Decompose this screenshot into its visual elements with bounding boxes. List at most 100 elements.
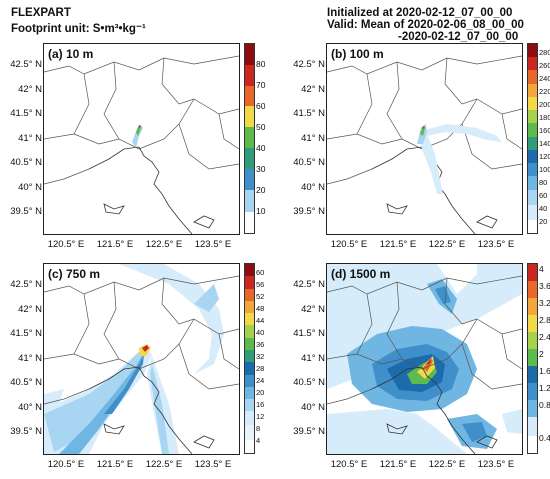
b-ylab-42: 42° N (301, 84, 325, 95)
colorbar-c (244, 263, 255, 454)
d-xlab-121.5: 121.5° E (379, 459, 417, 470)
c-ylab-42.5: 42.5° N (10, 279, 42, 290)
cb-b-label-100: 100 (539, 165, 550, 174)
c-xlab-120.5: 120.5° E (47, 459, 85, 470)
b-xlab-123.5: 123.5° E (477, 239, 515, 250)
cb-c-label-52: 52 (256, 292, 265, 301)
valid-label: Valid: Mean of 2020-02-06_08_00_00 (327, 19, 524, 31)
unit-label: Footprint unit: S•m³•kg⁻¹ (11, 23, 146, 35)
map-b: (b) 100 m (326, 43, 523, 235)
cb-d-label-4: 4 (539, 264, 544, 274)
d-ylab-40: 40° N (301, 402, 325, 413)
cb-c-label-40: 40 (256, 328, 265, 337)
coastline (371, 146, 498, 234)
cb-d-label-2: 2 (539, 349, 544, 359)
b-ylab-41: 41° N (301, 133, 325, 144)
d-ylab-41.5: 41.5° N (293, 328, 325, 339)
cb-d-label-1.6: 1.6 (539, 366, 550, 376)
cb-b-label-40: 40 (539, 204, 548, 213)
init-label: Initialized at 2020-02-12_07_00_00 (327, 7, 513, 19)
cb-c-label-24: 24 (256, 376, 265, 385)
cb-b-label-280: 280 (539, 48, 550, 57)
cb-b-label-180: 180 (539, 113, 550, 122)
a-xlab-120.5: 120.5° E (47, 239, 85, 250)
cb-b-label-60: 60 (539, 191, 548, 200)
cb-c-label-60: 60 (256, 268, 265, 277)
cb-b-label-20: 20 (539, 217, 548, 226)
b-ylab-39.5: 39.5° N (293, 206, 325, 217)
cb-b-label-80: 80 (539, 178, 548, 187)
b-xlab-120.5: 120.5° E (330, 239, 368, 250)
cb-c-label-20: 20 (256, 388, 265, 397)
cb-a-label-20: 20 (256, 185, 266, 195)
province-borders (44, 275, 239, 405)
cb-d-label-0.4: 0.4 (539, 433, 550, 443)
a-xlab-123.5: 123.5° E (194, 239, 232, 250)
cb-a-label-10: 10 (256, 206, 266, 216)
cb-b-label-200: 200 (539, 100, 550, 109)
cb-c-label-44: 44 (256, 316, 265, 325)
cb-b-label-140: 140 (539, 139, 550, 148)
cb-d-label-2.8: 2.8 (539, 315, 550, 325)
a-ylab-41: 41° N (18, 133, 42, 144)
cb-d-label-3.2: 3.2 (539, 298, 550, 308)
cb-a-label-40: 40 (256, 143, 266, 153)
coastline (88, 366, 215, 454)
c-ylab-42: 42° N (18, 304, 42, 315)
panel-a-title: (a) 10 m (48, 47, 94, 61)
cb-a-label-60: 60 (256, 101, 266, 111)
cb-a-label-50: 50 (256, 122, 266, 132)
a-ylab-41.5: 41.5° N (10, 108, 42, 119)
cb-a-label-80: 80 (256, 59, 266, 69)
cb-b-label-220: 220 (539, 87, 550, 96)
cb-b-label-260: 260 (539, 61, 550, 70)
b-ylab-40: 40° N (301, 182, 325, 193)
colorbar-b (527, 43, 538, 234)
d-ylab-41: 41° N (301, 353, 325, 364)
coastline (88, 146, 215, 234)
c-ylab-39.5: 39.5° N (10, 426, 42, 437)
cb-c-label-4: 4 (256, 436, 261, 445)
a-xlab-122.5: 122.5° E (145, 239, 183, 250)
a-ylab-42.5: 42.5° N (10, 59, 42, 70)
plume-d (327, 264, 522, 454)
a-ylab-42: 42° N (18, 84, 42, 95)
map-a-svg (44, 55, 239, 234)
cb-c-label-28: 28 (256, 364, 265, 373)
coastline (371, 366, 498, 454)
cb-c-label-16: 16 (256, 400, 265, 409)
cb-d-label-2.4: 2.4 (539, 332, 550, 342)
cb-d-label-0.8: 0.8 (539, 400, 550, 410)
cb-c-label-32: 32 (256, 352, 265, 361)
a-xlab-121.5: 121.5° E (96, 239, 134, 250)
a-ylab-39.5: 39.5° N (10, 206, 42, 217)
cb-c-label-48: 48 (256, 304, 265, 313)
c-xlab-122.5: 122.5° E (145, 459, 183, 470)
cb-b-label-240: 240 (539, 74, 550, 83)
colorbar-a (244, 43, 255, 234)
b-ylab-41.5: 41.5° N (293, 108, 325, 119)
plume-a (132, 124, 143, 148)
cb-c-label-8: 8 (256, 424, 261, 433)
b-ylab-40.5: 40.5° N (293, 157, 325, 168)
d-ylab-42: 42° N (301, 304, 325, 315)
c-ylab-41: 41° N (18, 353, 42, 364)
c-xlab-123.5: 123.5° E (194, 459, 232, 470)
c-xlab-121.5: 121.5° E (96, 459, 134, 470)
cb-d-label-3.6: 3.6 (539, 281, 550, 291)
c-ylab-40.5: 40.5° N (10, 377, 42, 388)
model-title: FLEXPART (11, 7, 71, 19)
a-ylab-40: 40° N (18, 182, 42, 193)
province-borders (327, 55, 522, 185)
cb-c-label-12: 12 (256, 412, 265, 421)
d-ylab-42.5: 42.5° N (293, 279, 325, 290)
cb-a-label-70: 70 (256, 80, 266, 90)
panel-b-title: (b) 100 m (331, 47, 384, 61)
map-d-svg (327, 264, 522, 454)
d-ylab-40.5: 40.5° N (293, 377, 325, 388)
cb-b-label-160: 160 (539, 126, 550, 135)
b-xlab-122.5: 122.5° E (428, 239, 466, 250)
d-xlab-122.5: 122.5° E (428, 459, 466, 470)
colorbar-d (527, 263, 538, 454)
map-c: (c) 750 m (43, 263, 240, 455)
